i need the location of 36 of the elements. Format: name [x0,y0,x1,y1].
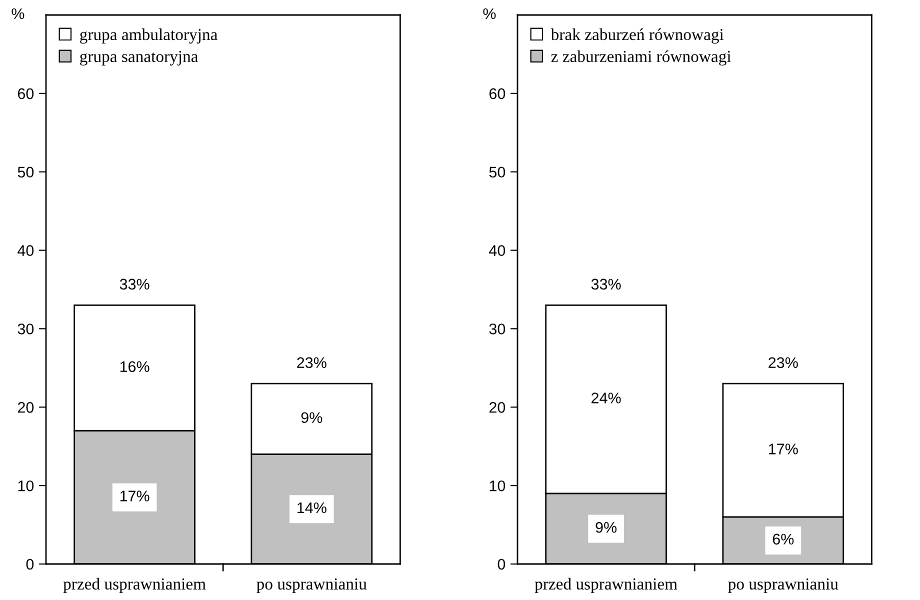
y-tick-label: 20 [489,402,506,413]
data-label: 9% [301,412,322,424]
data-label: 17% [120,490,150,502]
total-label: 23% [768,357,798,368]
y-tick-label: 40 [18,245,34,256]
y-tick-label: 40 [489,245,506,256]
data-label: 17% [769,444,798,454]
total-label: 33% [120,278,150,290]
x-tick-label: po usprawnianiu [256,578,367,594]
y-tick-label: 50 [18,166,34,178]
data-label: 24% [592,392,621,404]
y-axis-title: % [483,8,496,20]
y-tick-label: 30 [489,324,506,334]
y-axis-title: % [12,8,24,20]
legend-label: grupa sanatoryjna [80,50,198,66]
data-label: 6% [772,534,794,545]
y-tick-label: 30 [18,324,34,334]
x-tick-label: przed usprawnianiem [63,578,206,594]
y-tick-label: 50 [489,166,506,178]
y-tick-label: 60 [489,88,506,100]
y-tick-label: 20 [18,402,34,413]
legend-label: grupa ambulatoryjna [80,28,218,44]
legend-label: brak zaburzeń równowagi [550,28,724,44]
data-label: 14% [298,502,326,514]
y-tick-label: 60 [18,88,34,100]
total-label: 23% [297,357,326,368]
data-label: 9% [596,522,617,533]
legend-label: z zaburzeniami równowagi [551,50,731,66]
data-label: 16% [120,361,150,372]
x-tick-label: po usprawnianiu [728,578,838,594]
y-tick-label: 10 [18,480,34,492]
y-tick-label: 0 [26,558,34,570]
total-label: 33% [591,278,621,290]
y-tick-label: 0 [498,558,506,570]
x-tick-label: przed usprawnianiem [534,578,678,594]
y-tick-label: 10 [490,480,506,492]
